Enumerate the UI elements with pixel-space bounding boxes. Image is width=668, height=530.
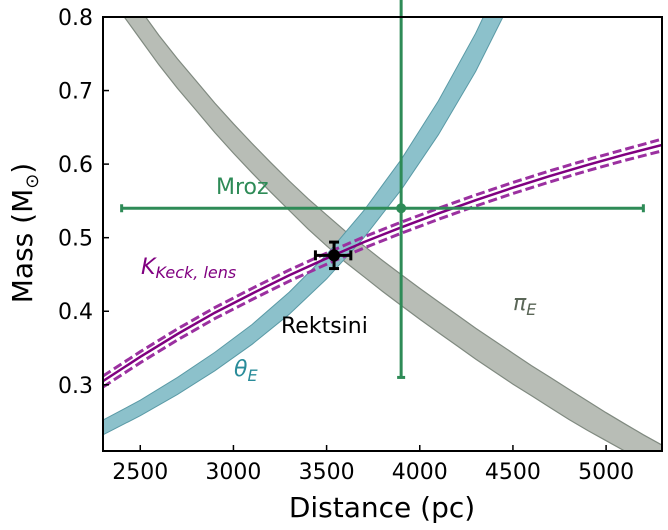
theta-e-label-sub: E bbox=[247, 366, 258, 385]
errorbar-layer bbox=[120, 0, 645, 379]
plot-frame bbox=[102, 16, 663, 452]
y-tick-label-0.7: 0.7 bbox=[58, 80, 93, 105]
x-tick-label-4500: 4500 bbox=[485, 460, 541, 485]
rektsini-label: Rektsini bbox=[281, 314, 368, 339]
y-tick-label-0.4: 0.4 bbox=[58, 300, 93, 325]
pi-e-label-main: π bbox=[513, 291, 527, 316]
pi-e-band bbox=[123, 17, 662, 451]
y-tick-label-0.6: 0.6 bbox=[58, 153, 93, 178]
keck-lower-dashed-line bbox=[103, 149, 662, 389]
x-tick-label-3000: 3000 bbox=[205, 460, 261, 485]
mroz-label: Mroz bbox=[216, 175, 269, 200]
pi-e-label-sub: E bbox=[526, 300, 537, 319]
y-tick-label-0.3: 0.3 bbox=[58, 374, 93, 399]
y-tick-label-0.5: 0.5 bbox=[58, 227, 93, 252]
y-tick-label-0.8: 0.8 bbox=[58, 6, 93, 31]
x-axis-title: Distance (pc) bbox=[289, 491, 475, 524]
x-tick-label-2500: 2500 bbox=[112, 460, 168, 485]
theta-e-label-main: θ bbox=[234, 357, 248, 382]
plot-layer bbox=[103, 17, 662, 451]
keck-label: KKeck, lens bbox=[141, 255, 236, 282]
y-axis-title-close: ) bbox=[6, 163, 39, 174]
keck-lens-line bbox=[103, 143, 662, 383]
tick-layer: 2500 3000 3500 4000 4500 5000 0.3 0.4 0.5 0.6 0.7 0… bbox=[58, 6, 634, 485]
keck-label-main: K bbox=[141, 255, 157, 280]
x-tick-label-3500: 3500 bbox=[299, 460, 355, 485]
x-tick-label-4000: 4000 bbox=[392, 460, 448, 485]
keck-label-sub: Keck, lens bbox=[155, 263, 236, 282]
mroz-point bbox=[396, 203, 407, 214]
y-axis-title-main: Mass (M bbox=[6, 189, 39, 303]
theta-e-label: θE bbox=[234, 357, 258, 385]
theta-e-band bbox=[103, 17, 504, 436]
keck-upper-dashed-line bbox=[103, 137, 662, 378]
rektsini-point bbox=[328, 249, 341, 262]
y-axis-title: Mass (M⊙) bbox=[6, 163, 43, 304]
pi-e-label: πE bbox=[513, 291, 537, 319]
y-axis-title-sun: ⊙ bbox=[22, 174, 43, 189]
x-tick-label-5000: 5000 bbox=[578, 460, 634, 485]
